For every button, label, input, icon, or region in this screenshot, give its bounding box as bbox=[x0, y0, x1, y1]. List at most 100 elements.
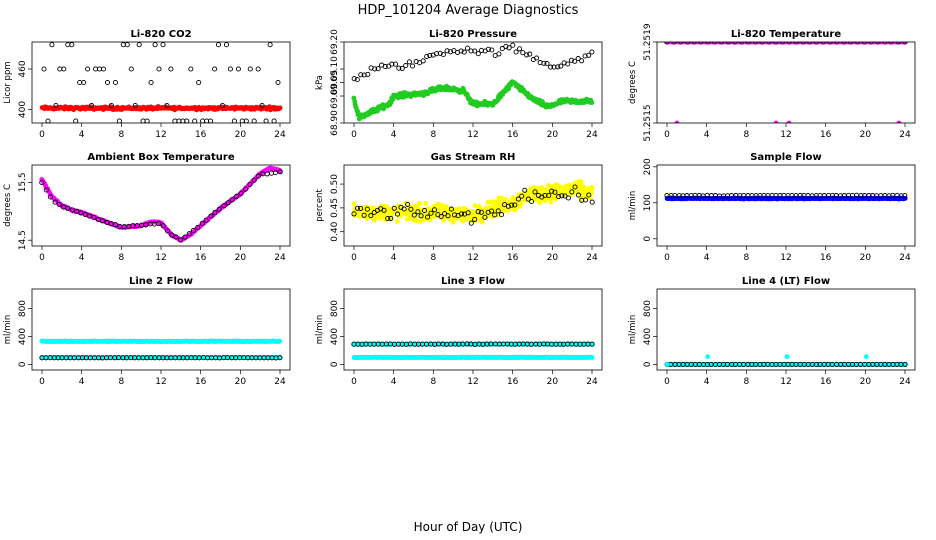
data-points bbox=[351, 341, 595, 361]
data-point bbox=[375, 66, 381, 72]
x-tick-label: 12 bbox=[467, 377, 478, 387]
data-point bbox=[234, 193, 240, 199]
data-point bbox=[164, 102, 170, 109]
y-tick-label: 800 bbox=[643, 300, 653, 317]
data-point bbox=[589, 184, 595, 190]
data-point bbox=[434, 51, 440, 57]
data-points bbox=[664, 42, 908, 123]
panel-title: Li-820 Pressure bbox=[429, 29, 517, 40]
data-point bbox=[557, 341, 563, 347]
data-point bbox=[551, 64, 557, 70]
data-point bbox=[773, 120, 779, 123]
x-tick-label: 8 bbox=[118, 253, 124, 263]
data-point bbox=[268, 170, 274, 176]
data-point bbox=[361, 72, 367, 78]
data-point bbox=[489, 208, 495, 214]
data-point bbox=[177, 237, 184, 243]
data-point bbox=[361, 212, 367, 218]
data-point bbox=[65, 205, 71, 211]
data-point bbox=[396, 65, 402, 71]
x-tick-label: 4 bbox=[391, 130, 397, 140]
data-point bbox=[128, 66, 134, 72]
data-point bbox=[238, 190, 244, 196]
x-tick-label: 20 bbox=[547, 253, 559, 263]
data-point bbox=[472, 216, 478, 222]
data-point bbox=[406, 59, 412, 65]
data-point bbox=[784, 354, 790, 360]
data-point bbox=[510, 42, 516, 48]
data-point bbox=[465, 45, 471, 51]
data-point bbox=[221, 203, 227, 209]
data-point bbox=[475, 51, 481, 57]
y-tick-label: 400 bbox=[18, 101, 28, 118]
data-point bbox=[541, 60, 547, 66]
data-point bbox=[458, 211, 465, 217]
x-tick-label: 20 bbox=[860, 377, 872, 387]
x-tick-label: 0 bbox=[664, 253, 670, 263]
data-point bbox=[413, 218, 419, 224]
data-point bbox=[195, 224, 201, 231]
data-point bbox=[69, 42, 75, 48]
data-point bbox=[498, 212, 505, 218]
data-point bbox=[43, 187, 49, 193]
panel-title: Sample Flow bbox=[750, 152, 822, 163]
x-tick-label: 16 bbox=[507, 377, 519, 387]
data-point bbox=[227, 66, 233, 72]
data-point bbox=[212, 66, 218, 72]
y-tick-label: 0 bbox=[18, 361, 28, 367]
data-point bbox=[173, 234, 179, 240]
data-point bbox=[813, 361, 820, 368]
figure-title: HDP_101204 Average Diagnostics bbox=[358, 3, 579, 18]
x-tick-label: 8 bbox=[743, 377, 749, 387]
panel-9: Line 4 (LT) Flow 0 4 8 12 16 20 24 0 400 800 ml/min bbox=[628, 276, 916, 387]
data-point bbox=[208, 118, 214, 123]
data-point bbox=[674, 120, 680, 123]
x-tick-label: 4 bbox=[704, 130, 710, 140]
x-tick-label: 4 bbox=[79, 253, 85, 263]
data-point bbox=[544, 60, 550, 67]
data-point bbox=[589, 49, 595, 55]
data-point bbox=[247, 181, 253, 187]
data-point bbox=[589, 100, 595, 106]
data-point bbox=[221, 355, 227, 361]
y-tick-label: 800 bbox=[330, 300, 340, 317]
data-point bbox=[354, 76, 360, 83]
data-point bbox=[482, 214, 488, 220]
data-points bbox=[664, 354, 908, 368]
data-point bbox=[664, 361, 670, 367]
data-point bbox=[267, 42, 273, 48]
data-point bbox=[444, 48, 450, 54]
plot-frame bbox=[656, 164, 916, 247]
data-point bbox=[272, 170, 278, 176]
data-point bbox=[581, 184, 587, 190]
x-tick-label: 20 bbox=[235, 130, 247, 140]
data-point bbox=[676, 193, 682, 199]
data-point bbox=[518, 201, 524, 207]
data-point bbox=[519, 193, 525, 199]
data-point bbox=[525, 196, 531, 202]
data-point bbox=[589, 341, 595, 347]
data-point bbox=[503, 196, 508, 202]
x-tick-label: 20 bbox=[235, 253, 247, 263]
data-point bbox=[156, 221, 162, 227]
data-point bbox=[74, 208, 80, 214]
data-point bbox=[212, 210, 218, 216]
data-point bbox=[705, 354, 711, 360]
data-point bbox=[447, 49, 454, 55]
y-tick-label: 200 bbox=[643, 158, 653, 175]
data-point bbox=[255, 66, 261, 72]
data-point bbox=[461, 49, 467, 55]
data-point bbox=[165, 228, 171, 234]
data-point bbox=[104, 79, 111, 86]
data-point bbox=[479, 219, 485, 225]
data-point bbox=[112, 355, 118, 361]
data-point bbox=[259, 102, 265, 109]
y-tick-label: 400 bbox=[643, 328, 653, 345]
data-point bbox=[144, 118, 150, 123]
data-point bbox=[112, 222, 119, 228]
data-point bbox=[382, 64, 388, 70]
data-point bbox=[465, 210, 471, 216]
data-point bbox=[568, 57, 574, 63]
data-point bbox=[478, 209, 484, 215]
